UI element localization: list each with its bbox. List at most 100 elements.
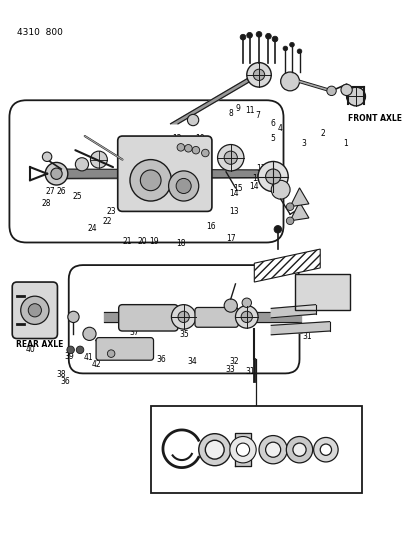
Circle shape xyxy=(91,151,107,168)
Text: 4: 4 xyxy=(278,124,283,133)
Circle shape xyxy=(347,87,366,106)
Circle shape xyxy=(83,327,96,341)
Circle shape xyxy=(247,33,253,38)
Circle shape xyxy=(205,440,224,459)
Text: 28: 28 xyxy=(41,199,51,208)
Circle shape xyxy=(297,49,302,54)
Circle shape xyxy=(184,144,192,152)
Text: 31: 31 xyxy=(303,332,312,341)
Text: 2: 2 xyxy=(320,129,325,138)
Text: 3: 3 xyxy=(301,139,306,148)
Circle shape xyxy=(45,163,68,185)
Text: 16: 16 xyxy=(206,222,216,231)
Circle shape xyxy=(314,438,338,462)
Text: 24: 24 xyxy=(87,224,97,233)
Polygon shape xyxy=(171,77,258,124)
Text: 7: 7 xyxy=(255,111,260,120)
Circle shape xyxy=(286,217,294,224)
Circle shape xyxy=(192,147,200,154)
Circle shape xyxy=(241,311,253,322)
Circle shape xyxy=(140,170,161,191)
Text: 21: 21 xyxy=(122,237,131,246)
Circle shape xyxy=(266,442,281,457)
Text: 37: 37 xyxy=(130,328,140,337)
Circle shape xyxy=(187,115,199,126)
Polygon shape xyxy=(271,305,315,318)
Text: 29: 29 xyxy=(226,320,235,329)
FancyBboxPatch shape xyxy=(69,265,299,374)
Text: 26: 26 xyxy=(57,187,66,196)
Circle shape xyxy=(176,179,191,193)
Polygon shape xyxy=(290,202,309,221)
Polygon shape xyxy=(290,188,309,207)
Text: 14: 14 xyxy=(230,189,239,198)
Circle shape xyxy=(286,203,294,211)
Circle shape xyxy=(202,149,209,157)
Text: 47: 47 xyxy=(206,470,216,479)
Text: 9: 9 xyxy=(236,104,241,113)
Circle shape xyxy=(253,69,265,80)
Text: 14: 14 xyxy=(249,182,258,191)
Circle shape xyxy=(247,62,271,87)
FancyBboxPatch shape xyxy=(151,406,361,493)
Circle shape xyxy=(177,143,184,151)
Circle shape xyxy=(256,31,262,37)
Circle shape xyxy=(266,34,271,39)
Circle shape xyxy=(271,180,290,199)
Circle shape xyxy=(235,305,258,328)
Text: FRONT AXLE: FRONT AXLE xyxy=(348,115,402,123)
Circle shape xyxy=(236,443,250,456)
Text: 42: 42 xyxy=(91,360,101,369)
Text: 13: 13 xyxy=(230,207,239,216)
Circle shape xyxy=(327,86,336,95)
Text: 13: 13 xyxy=(257,164,266,173)
Circle shape xyxy=(266,169,281,184)
Circle shape xyxy=(107,350,115,358)
Text: 38: 38 xyxy=(57,370,66,379)
Text: 12: 12 xyxy=(172,134,182,143)
Text: 20: 20 xyxy=(137,237,147,246)
Circle shape xyxy=(286,437,313,463)
Text: 46: 46 xyxy=(295,468,305,477)
Circle shape xyxy=(51,168,62,180)
Circle shape xyxy=(171,305,196,329)
Text: 1: 1 xyxy=(344,139,348,148)
Text: 27: 27 xyxy=(45,187,55,196)
Circle shape xyxy=(21,296,49,325)
Circle shape xyxy=(242,298,251,308)
FancyBboxPatch shape xyxy=(118,136,212,212)
Circle shape xyxy=(283,46,288,51)
Text: 36: 36 xyxy=(60,377,70,386)
Circle shape xyxy=(293,443,306,456)
Text: 43: 43 xyxy=(295,327,305,336)
Text: 32: 32 xyxy=(230,358,239,366)
Text: 23: 23 xyxy=(106,207,116,216)
Circle shape xyxy=(224,299,237,312)
Text: 31: 31 xyxy=(245,367,255,376)
Text: 15: 15 xyxy=(233,184,243,193)
Polygon shape xyxy=(254,249,320,282)
FancyBboxPatch shape xyxy=(119,305,178,331)
Circle shape xyxy=(130,159,171,201)
Text: 44: 44 xyxy=(237,410,247,419)
Circle shape xyxy=(169,171,199,201)
Circle shape xyxy=(75,158,89,171)
Text: 36: 36 xyxy=(157,355,166,364)
Circle shape xyxy=(230,437,256,463)
Circle shape xyxy=(320,444,332,455)
Circle shape xyxy=(240,34,246,40)
Text: 22: 22 xyxy=(103,217,112,226)
Circle shape xyxy=(178,311,189,322)
Text: 6: 6 xyxy=(271,119,275,128)
Polygon shape xyxy=(271,321,330,335)
Circle shape xyxy=(76,346,84,353)
Circle shape xyxy=(272,36,278,42)
FancyBboxPatch shape xyxy=(12,282,58,338)
Text: 15: 15 xyxy=(253,174,262,183)
Text: 8: 8 xyxy=(228,109,233,118)
Circle shape xyxy=(281,72,299,91)
Circle shape xyxy=(42,152,52,161)
Text: REAR AXLE: REAR AXLE xyxy=(16,341,63,350)
Circle shape xyxy=(199,434,231,466)
Circle shape xyxy=(67,346,74,353)
